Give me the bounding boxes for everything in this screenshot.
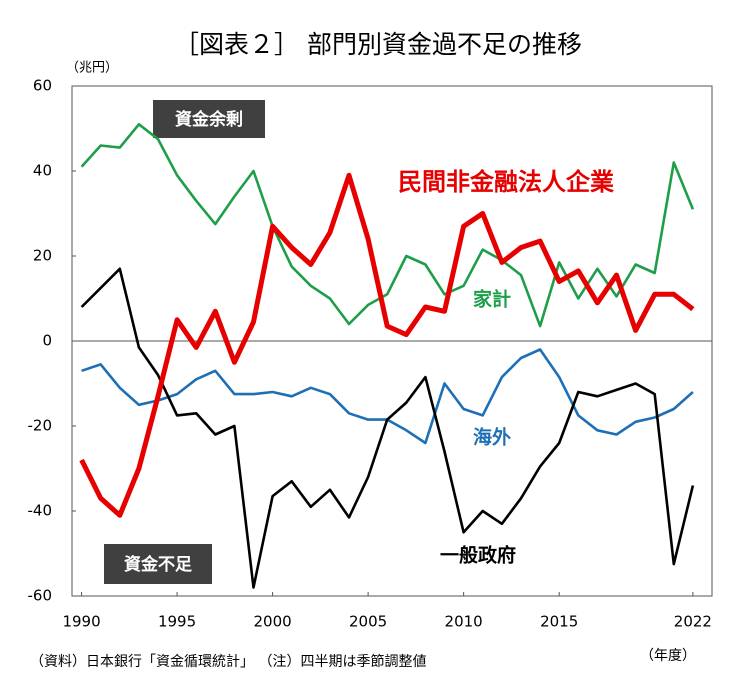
series-label: 海外 — [473, 426, 511, 449]
series-line — [80, 123, 695, 328]
y-tick-label: 0 — [42, 332, 52, 350]
series-label: 民間非金融法人企業 — [398, 168, 614, 196]
annotation-box — [104, 544, 212, 584]
y-unit: （兆円） — [66, 61, 118, 76]
y-tick-label: 60 — [33, 77, 52, 95]
y-tick-label: 40 — [33, 162, 52, 180]
chart-title: ［図表２］ 部門別資金過不足の推移 — [174, 30, 582, 59]
series-line — [79, 172, 695, 518]
x-tick-label: 2015 — [540, 613, 578, 631]
x-tick-label: 2022 — [674, 613, 712, 631]
annotation: 資金余剰 — [175, 109, 243, 130]
y-tick-label: -40 — [28, 502, 53, 520]
x-tick-label: 1990 — [62, 613, 100, 631]
annotation-box — [153, 100, 265, 138]
x-tick-label: 1995 — [158, 613, 196, 631]
series-label: 家計 — [473, 288, 511, 311]
y-tick-label: -20 — [28, 417, 53, 435]
x-tick-label: 2000 — [254, 613, 292, 631]
series-line — [80, 267, 695, 589]
annotation: 資金不足 — [124, 554, 192, 575]
series-label: 一般政府 — [440, 544, 516, 567]
footnote: （資料）日本銀行「資金循環統計」 （注）四半期は季節調整値 — [30, 653, 426, 670]
x-tick-label: 2010 — [445, 613, 483, 631]
x-tick-label: 2005 — [349, 613, 387, 631]
x-unit: （年度） — [640, 648, 696, 664]
y-tick-label: 20 — [33, 247, 52, 265]
y-tick-label: -60 — [28, 587, 53, 605]
